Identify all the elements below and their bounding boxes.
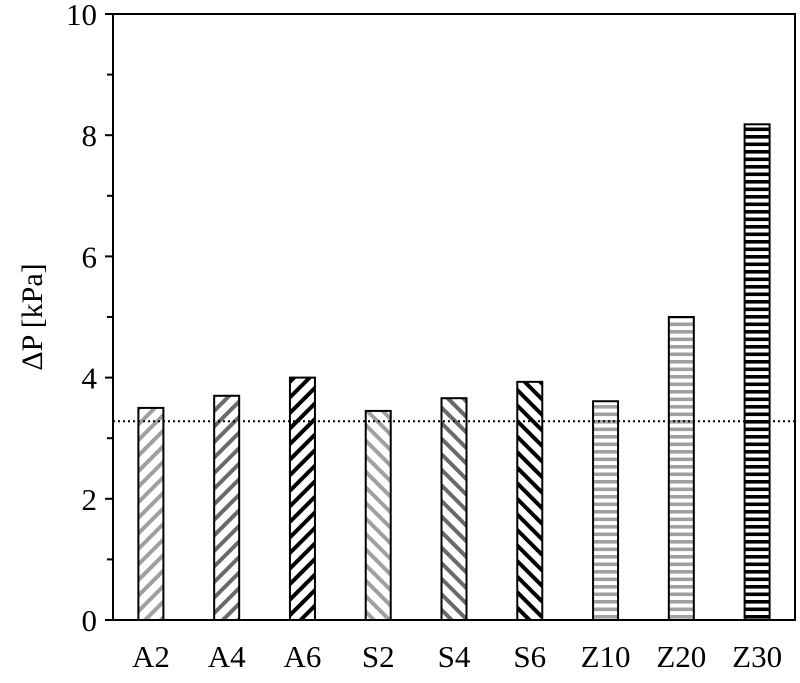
x-tick-label: A6 bbox=[283, 639, 321, 674]
y-tick-label: 4 bbox=[82, 361, 98, 396]
bar-a6 bbox=[288, 376, 316, 621]
x-tick-label: Z20 bbox=[656, 639, 706, 674]
y-tick-label: 8 bbox=[82, 118, 98, 153]
y-tick-label: 2 bbox=[82, 482, 98, 517]
bar-a2 bbox=[137, 406, 165, 621]
x-tick-label: S6 bbox=[513, 639, 546, 674]
x-tick-label: A2 bbox=[132, 639, 170, 674]
y-tick-label: 0 bbox=[82, 603, 98, 638]
x-tick-label: Z10 bbox=[581, 639, 631, 674]
bar-z20 bbox=[667, 316, 695, 621]
plot-area: 0 2 4 6 8 10 A2 A4 A6 S2 S4 S6 Z10 Z20 Z30 bbox=[66, 0, 796, 674]
y-tick-label: 10 bbox=[66, 0, 97, 32]
bar-z30 bbox=[743, 123, 771, 622]
bar-s6 bbox=[516, 380, 544, 622]
bar-z10 bbox=[592, 400, 620, 622]
x-tick-label: Z30 bbox=[732, 639, 782, 674]
x-tick-label: A4 bbox=[208, 639, 246, 674]
x-tick-label: S2 bbox=[362, 639, 395, 674]
y-axis-label: ΔP [kPa] bbox=[16, 263, 49, 370]
x-tick-label: S4 bbox=[438, 639, 471, 674]
bar-a4 bbox=[213, 394, 241, 621]
y-tick-label: 6 bbox=[82, 239, 98, 274]
bar-s4 bbox=[440, 397, 468, 622]
bar-s2 bbox=[364, 409, 392, 621]
